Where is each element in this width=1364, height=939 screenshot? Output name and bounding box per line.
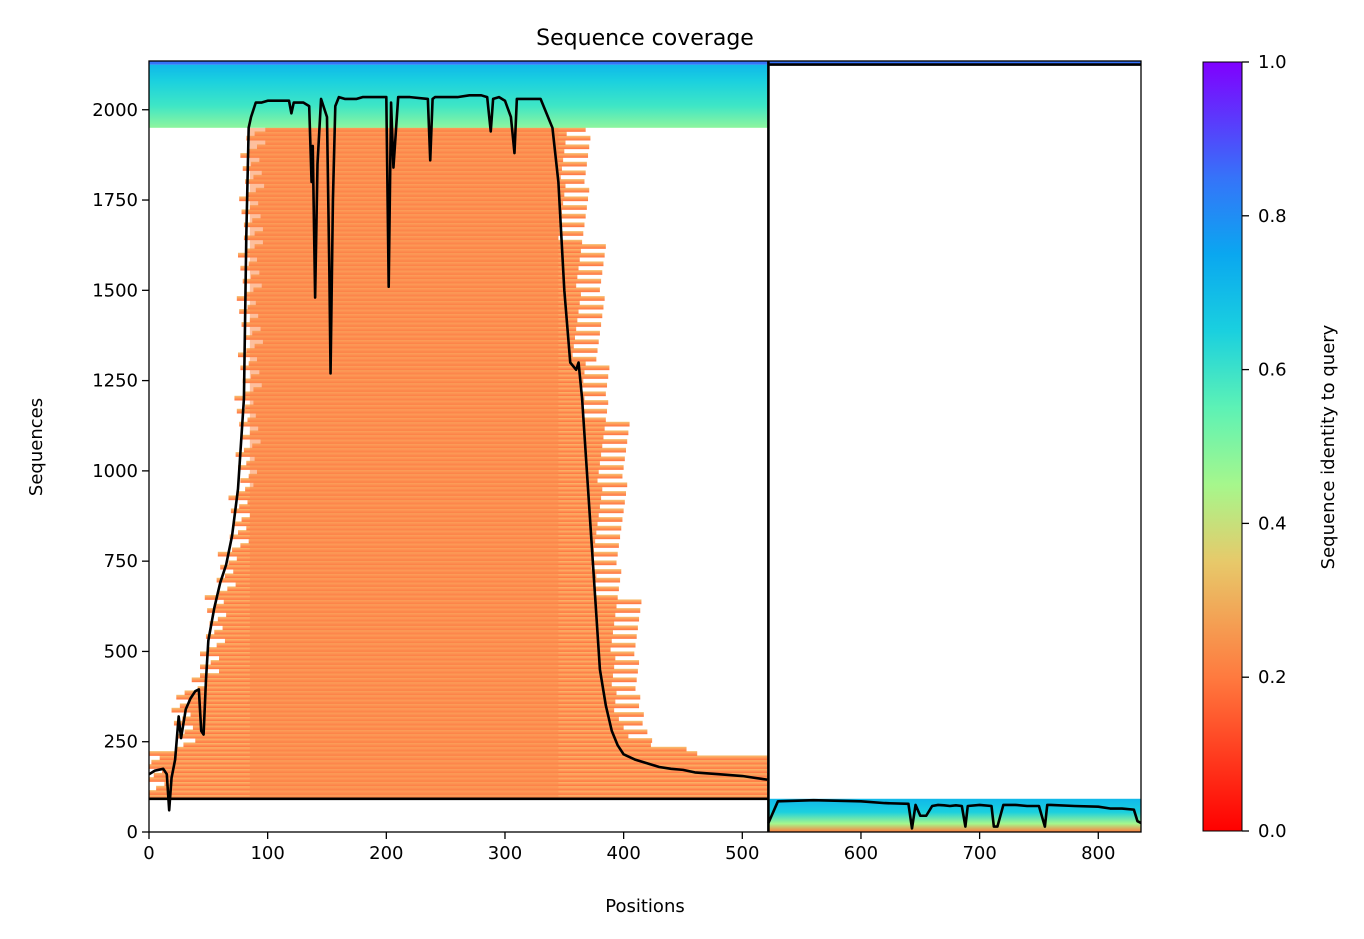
chart-title: Sequence coverage — [536, 26, 754, 51]
colorbar-label: Sequence identity to query — [1318, 324, 1339, 569]
x-tick-label: 300 — [488, 843, 522, 864]
y-tick-label: 250 — [104, 732, 138, 753]
x-tick-label: 0 — [143, 843, 154, 864]
y-tick-label: 500 — [104, 641, 138, 662]
colorbar-ticks: 0.0 0.2 0.4 0.6 0.8 1.0 — [1242, 52, 1287, 842]
colorbar-tick-label: 0.2 — [1258, 667, 1287, 688]
y-tick-label: 1250 — [92, 371, 138, 392]
colorbar-tick-label: 0.6 — [1258, 360, 1287, 381]
x-tick-label: 600 — [844, 843, 878, 864]
alignment-core — [249, 127, 559, 799]
plot-frame — [148, 60, 1142, 833]
query-row — [149, 61, 1141, 65]
y-tick-label: 750 — [104, 551, 138, 572]
coverage-heatmap — [149, 61, 1141, 832]
x-tick-label: 700 — [962, 843, 996, 864]
x-axis-label: Positions — [605, 896, 684, 917]
coverage-line-chain1 — [149, 94, 768, 812]
y-tick-label: 1500 — [92, 280, 138, 301]
colorbar-tick-label: 1.0 — [1258, 52, 1287, 73]
coverage-line-chain2 — [767, 798, 1141, 830]
x-tick-label: 200 — [369, 843, 403, 864]
colorbar-tick-label: 0.4 — [1258, 513, 1287, 534]
y-axis: 0 250 500 750 1000 1250 1500 1750 2000 — [92, 100, 149, 843]
colorbar: 0.0 0.2 0.4 0.6 0.8 1.0 Sequence identity to … — [1202, 52, 1339, 842]
x-tick-label: 100 — [250, 843, 284, 864]
y-axis-label: Sequences — [26, 398, 47, 496]
chain2-band — [768, 798, 1141, 832]
y-tick-label: 1750 — [92, 190, 138, 211]
x-tick-label: 500 — [725, 843, 759, 864]
y-tick-label: 2000 — [92, 100, 138, 121]
colorbar-tick-label: 0.8 — [1258, 206, 1287, 227]
colorbar-gradient — [1202, 61, 1243, 832]
y-tick-label: 1000 — [92, 461, 138, 482]
x-axis: 0 100 200 300 400 500 600 700 800 — [143, 832, 1115, 864]
colorbar-tick-label: 0.0 — [1258, 821, 1287, 842]
x-tick-label: 800 — [1081, 843, 1115, 864]
y-tick-label: 0 — [127, 822, 138, 843]
x-tick-label: 400 — [606, 843, 640, 864]
